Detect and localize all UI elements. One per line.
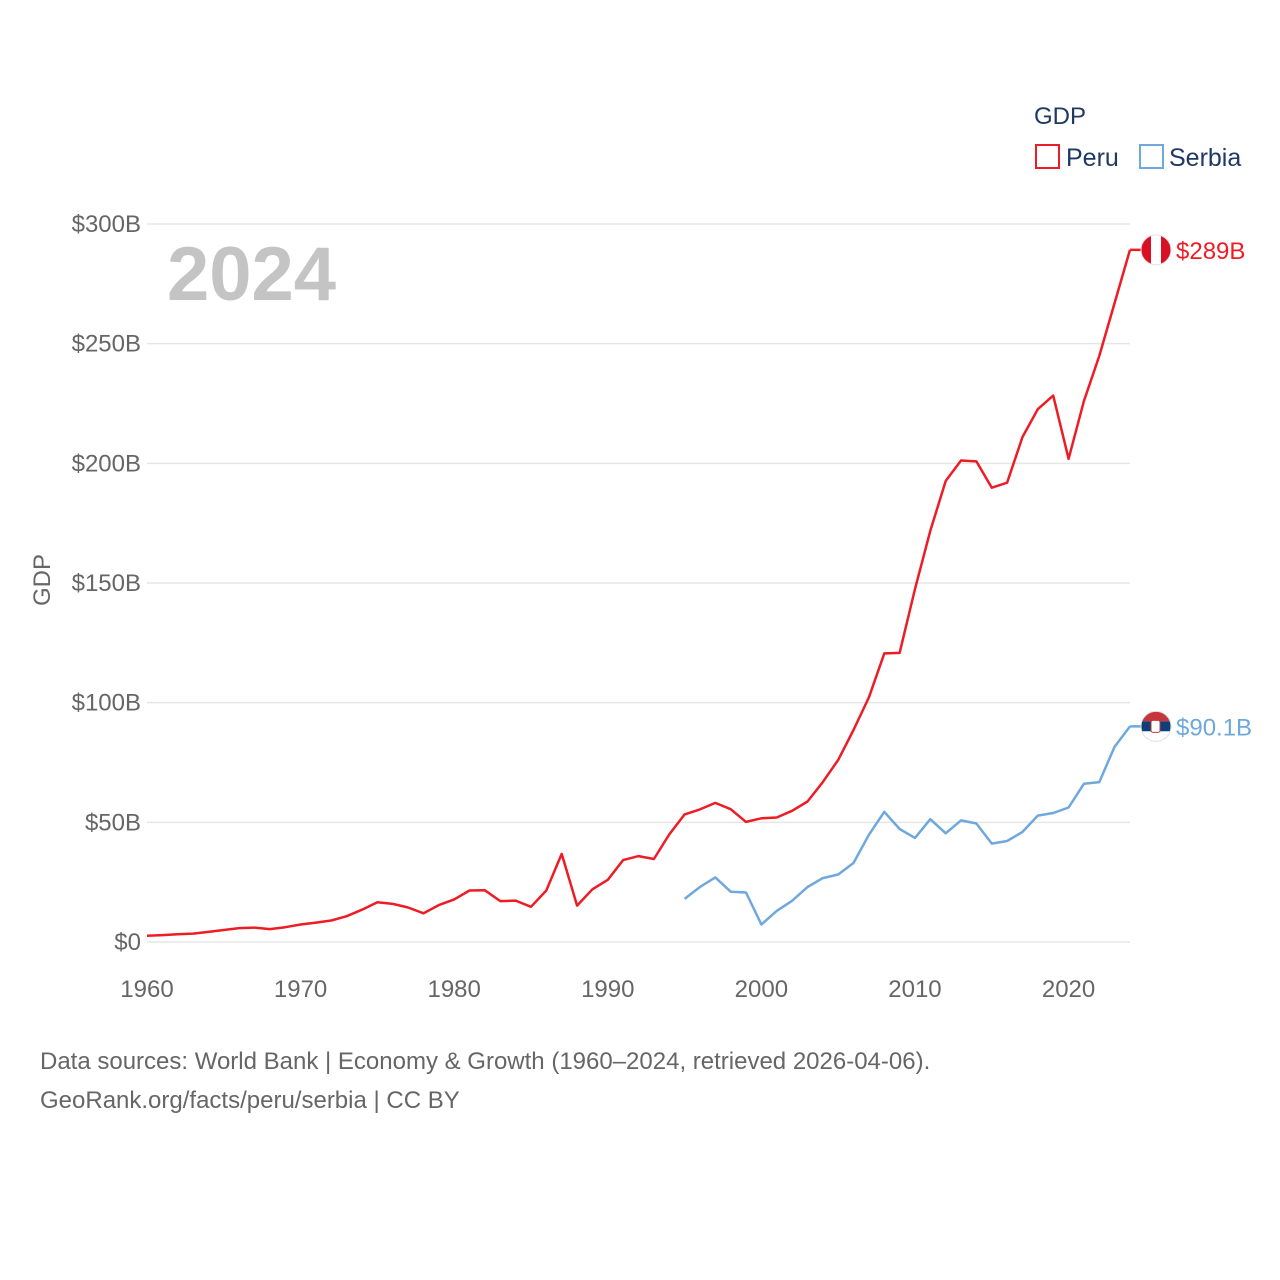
end-label-peru: $289B: [1176, 238, 1245, 265]
x-tick-label: 1960: [120, 976, 173, 1003]
gridlines: [147, 223, 1130, 943]
y-tick-label: $0: [114, 929, 141, 956]
series-line-peru[interactable]: [146, 249, 1132, 938]
y-tick-label: $250B: [72, 331, 141, 358]
serbia-flag-icon: [1140, 710, 1172, 742]
y-axis-title: GDP: [29, 554, 56, 606]
year-label: 2024: [167, 232, 336, 317]
x-tick-label: 2000: [735, 976, 788, 1003]
x-tick-label: 1990: [581, 976, 634, 1003]
x-tick-label: 2020: [1042, 976, 1095, 1003]
peru-flag-icon: [1140, 234, 1172, 266]
x-tick-label: 2010: [888, 976, 941, 1003]
data-source-note: Data sources: World Bank | Economy & Gro…: [40, 1048, 931, 1075]
legend-swatch-serbia: [1139, 144, 1164, 169]
x-tick-label: 1980: [427, 976, 480, 1003]
license-note: GeoRank.org/facts/peru/serbia | CC BY: [40, 1087, 460, 1114]
series-end-markers: $289B $90.1B: [1140, 234, 1252, 742]
legend-label-peru: Peru: [1066, 144, 1119, 172]
series-lines: [146, 248, 1142, 938]
y-tick-label: $100B: [72, 690, 141, 717]
legend-label-serbia: Serbia: [1169, 144, 1241, 172]
y-tick-label: $150B: [72, 570, 141, 597]
end-label-serbia: $90.1B: [1176, 714, 1252, 741]
y-tick-label: $300B: [72, 211, 141, 238]
y-tick-label: $50B: [85, 809, 141, 836]
legend-item-peru[interactable]: Peru: [1035, 144, 1119, 172]
legend-item-serbia[interactable]: Serbia: [1139, 144, 1241, 172]
x-axis-ticks: 1960 1970 1980 1990 2000 2010 2020: [120, 976, 1095, 1003]
chart-footer: Data sources: World Bank | Economy & Gro…: [40, 1042, 930, 1120]
legend-title: GDP: [1034, 103, 1086, 130]
legend-swatch-peru: [1035, 144, 1060, 169]
y-axis-ticks: $0 $50B $100B $150B $200B $250B $300B: [72, 211, 141, 956]
legend: GDP Peru Serbia: [1034, 103, 1241, 172]
y-tick-label: $200B: [72, 450, 141, 477]
x-tick-label: 1970: [274, 976, 327, 1003]
series-line-serbia[interactable]: [683, 725, 1131, 926]
